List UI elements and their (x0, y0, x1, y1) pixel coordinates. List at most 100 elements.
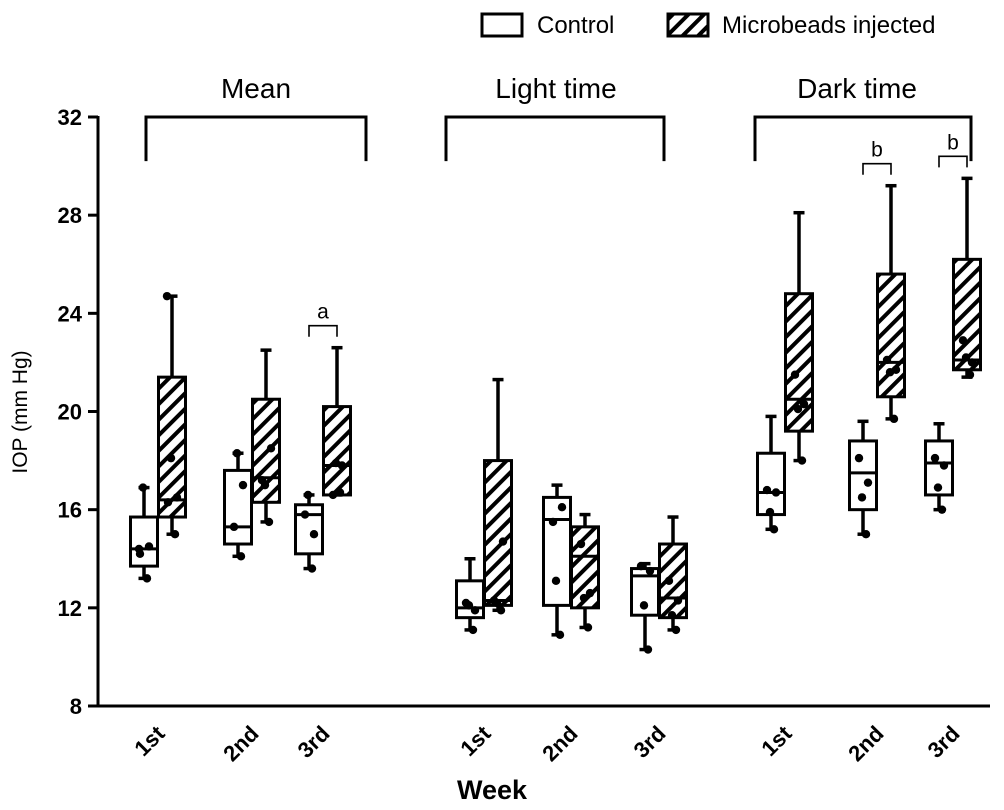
box-control (756, 451, 786, 517)
y-tick-label: 8 (70, 694, 82, 719)
data-point-microbeads (664, 576, 674, 586)
data-point-microbeads (172, 493, 182, 502)
data-point-control (307, 564, 317, 573)
box-microbeads (483, 459, 513, 607)
x-axis-label: Week (457, 775, 528, 805)
box-microbeads (876, 272, 906, 399)
data-point-microbeads (260, 480, 270, 490)
box-microbeads (322, 405, 352, 497)
box-control (455, 579, 485, 620)
data-point-control (309, 530, 319, 539)
group-bracket (444, 115, 666, 162)
group-title-light-time: Light time (495, 73, 616, 104)
data-point-control (238, 480, 248, 490)
box-control (223, 468, 253, 546)
data-point-control (557, 503, 567, 512)
data-point-microbeads (790, 370, 800, 379)
data-point-control (933, 483, 943, 492)
y-tick-label: 12 (58, 596, 82, 621)
y-axis-label: IOP (mm Hg) (9, 350, 32, 473)
data-point-control (861, 530, 871, 539)
data-point-control (232, 449, 242, 458)
category-label: 1st (455, 720, 496, 761)
data-point-control (937, 505, 947, 514)
significance-bracket (938, 155, 968, 168)
data-point-control (555, 630, 565, 640)
data-point-microbeads (889, 414, 899, 424)
y-tick-label: 32 (58, 105, 82, 130)
data-point-microbeads (331, 458, 341, 468)
data-point-microbeads (328, 490, 338, 500)
data-point-control (236, 552, 246, 561)
group-bracket (144, 115, 368, 162)
data-point-control (551, 576, 561, 586)
category-label: 3rd (629, 721, 671, 763)
data-point-control (229, 522, 239, 532)
significance-bracket (862, 162, 892, 175)
box-control (542, 495, 572, 607)
data-point-microbeads (965, 370, 975, 379)
plot-area: 8 12 16 20 24 28 32 1st 2nd 3rd 1st 2nd 3rd 1st 2nd 3rd… (58, 105, 990, 766)
data-point-microbeads (163, 498, 173, 507)
data-point-microbeads (673, 596, 683, 605)
data-point-microbeads (961, 353, 971, 362)
data-point-microbeads (166, 453, 176, 463)
data-point-microbeads (667, 610, 677, 620)
data-point-control (144, 542, 154, 551)
data-point-control (645, 566, 655, 576)
data-point-microbeads (885, 368, 895, 377)
data-point-control (636, 561, 646, 571)
data-point-microbeads (264, 517, 274, 527)
category-label: 2nd (843, 721, 888, 766)
data-point-microbeads (498, 537, 508, 546)
data-point-control (863, 478, 873, 487)
data-point-control (548, 517, 558, 527)
data-point-microbeads (797, 456, 807, 465)
data-point-control (464, 601, 474, 610)
data-point-control (765, 507, 775, 517)
legend-label-microbeads: Microbeads injected (722, 12, 935, 39)
y-tick-label: 16 (58, 498, 82, 523)
significance-label: a (317, 301, 329, 324)
data-point-control (142, 574, 152, 583)
category-label: 2nd (218, 721, 263, 766)
data-point-microbeads (492, 598, 502, 608)
legend-swatch-control (480, 12, 524, 38)
data-point-control (470, 606, 480, 615)
data-point-control (303, 490, 313, 500)
box-microbeads (157, 375, 187, 519)
data-point-control (643, 645, 653, 654)
category-label: 1st (756, 720, 797, 761)
data-point-microbeads (958, 336, 968, 345)
data-point-microbeads (793, 404, 803, 414)
category-label: 3rd (923, 721, 965, 763)
box-control (129, 515, 159, 568)
data-point-microbeads (967, 358, 977, 367)
group-title-dark-time: Dark time (797, 73, 917, 104)
y-tick-label: 24 (58, 301, 83, 326)
legend-swatch-microbeads (666, 12, 710, 38)
data-point-microbeads (496, 606, 506, 615)
data-point-control (762, 485, 772, 495)
box-control (294, 503, 324, 556)
data-point-microbeads (170, 530, 180, 539)
category-label: 1st (129, 720, 170, 761)
y-tick-label: 28 (58, 203, 82, 228)
data-point-microbeads (162, 291, 172, 301)
category-label: 3rd (293, 721, 335, 763)
data-point-microbeads (579, 593, 589, 603)
y-tick-label: 20 (58, 400, 82, 425)
data-point-control (134, 544, 144, 554)
data-point-control (300, 510, 310, 519)
box-microbeads (952, 257, 982, 372)
data-point-control (939, 461, 949, 470)
category-label: 2nd (537, 721, 582, 766)
data-point-microbeads (671, 625, 681, 635)
data-point-control (854, 453, 864, 463)
data-point-microbeads (799, 399, 809, 409)
data-point-microbeads (266, 444, 276, 453)
significance-label: b (947, 131, 959, 154)
significance-label: b (871, 139, 883, 162)
group-title-mean: Mean (221, 73, 291, 104)
